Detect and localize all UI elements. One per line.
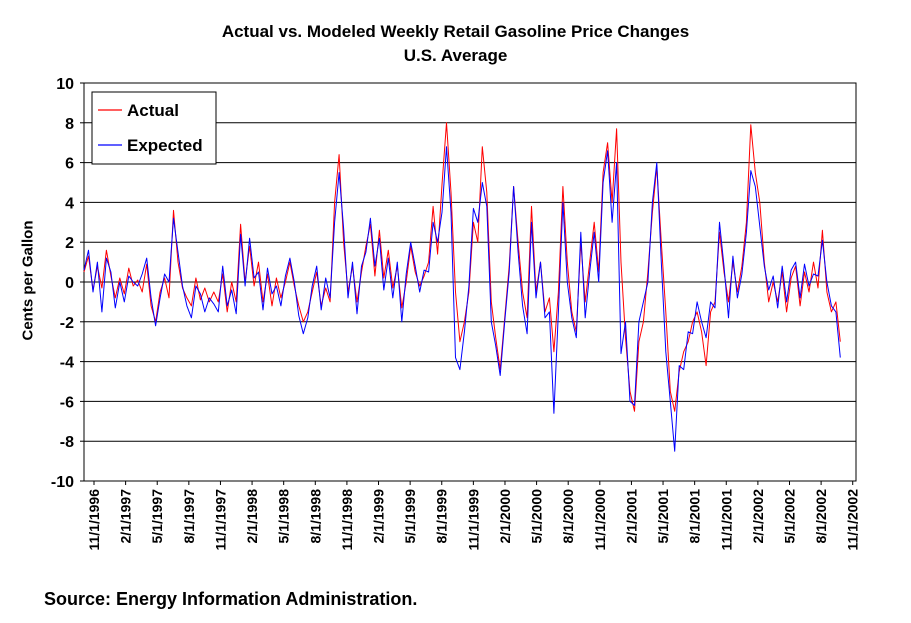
y-tick-label: 10 — [56, 76, 74, 93]
y-tick-label: -2 — [60, 315, 74, 332]
legend-label-actual: Actual — [127, 101, 179, 120]
y-tick-label: 4 — [65, 195, 74, 212]
y-tick-label: -10 — [51, 474, 74, 491]
x-tick-label: 2/1/2002 — [750, 489, 766, 544]
x-tick-label: 8/1/2000 — [560, 489, 576, 544]
x-tick-label: 11/1/2001 — [718, 489, 734, 551]
y-axis-ticks: 10 8 6 4 2 0 -2 -4 -6 -8 -10 — [51, 76, 84, 491]
legend-box — [91, 91, 217, 165]
y-tick-label: 0 — [65, 275, 74, 292]
x-tick-label: 2/1/1998 — [244, 489, 260, 544]
x-tick-label: 11/1/2002 — [845, 489, 861, 551]
x-tick-label: 5/1/2002 — [781, 489, 797, 544]
legend-label-expected: Expected — [127, 136, 203, 155]
x-tick-label: 11/1/1996 — [86, 489, 102, 551]
x-tick-label: 11/1/1999 — [465, 489, 481, 551]
x-tick-label: 2/1/1999 — [371, 489, 387, 544]
y-tick-label: -6 — [60, 394, 74, 411]
x-tick-label: 8/1/1999 — [434, 489, 450, 544]
series-line-actual — [83, 122, 841, 412]
x-tick-label: 2/1/2001 — [623, 489, 639, 544]
y-tick-label: -8 — [60, 434, 74, 451]
x-tick-label: 5/1/1997 — [149, 489, 165, 544]
source-note: Source: Energy Information Administratio… — [44, 589, 418, 609]
series-line-expected — [83, 146, 841, 452]
x-tick-label: 11/1/1998 — [339, 489, 355, 551]
x-axis-ticks: 11/1/1996 2/1/1997 5/1/1997 8/1/1997 11/1/19… — [86, 481, 861, 551]
y-tick-label: 2 — [65, 235, 74, 252]
chart-title: Actual vs. Modeled Weekly Retail Gasolin… — [221, 22, 690, 41]
x-tick-label: 11/1/1997 — [212, 489, 228, 551]
x-tick-label: 2/1/2000 — [497, 489, 513, 544]
x-tick-label: 5/1/2001 — [655, 489, 671, 544]
chart-subtitle: U.S. Average — [403, 46, 508, 65]
legend: Actual Expected — [91, 91, 217, 165]
x-tick-label: 8/1/2002 — [813, 489, 829, 544]
x-tick-label: 5/1/2000 — [529, 489, 545, 544]
x-tick-label: 8/1/2001 — [687, 489, 703, 544]
x-tick-label: 8/1/1998 — [307, 489, 323, 544]
series-lines — [83, 122, 841, 452]
x-tick-label: 2/1/1997 — [118, 489, 134, 544]
x-tick-label: 5/1/1998 — [276, 489, 292, 544]
y-tick-label: -4 — [60, 355, 74, 372]
x-tick-label: 5/1/1999 — [402, 489, 418, 544]
x-tick-label: 11/1/2000 — [592, 489, 608, 551]
y-tick-label: 8 — [65, 116, 74, 133]
x-tick-label: 8/1/1997 — [181, 489, 197, 544]
y-tick-label: 6 — [65, 156, 74, 173]
